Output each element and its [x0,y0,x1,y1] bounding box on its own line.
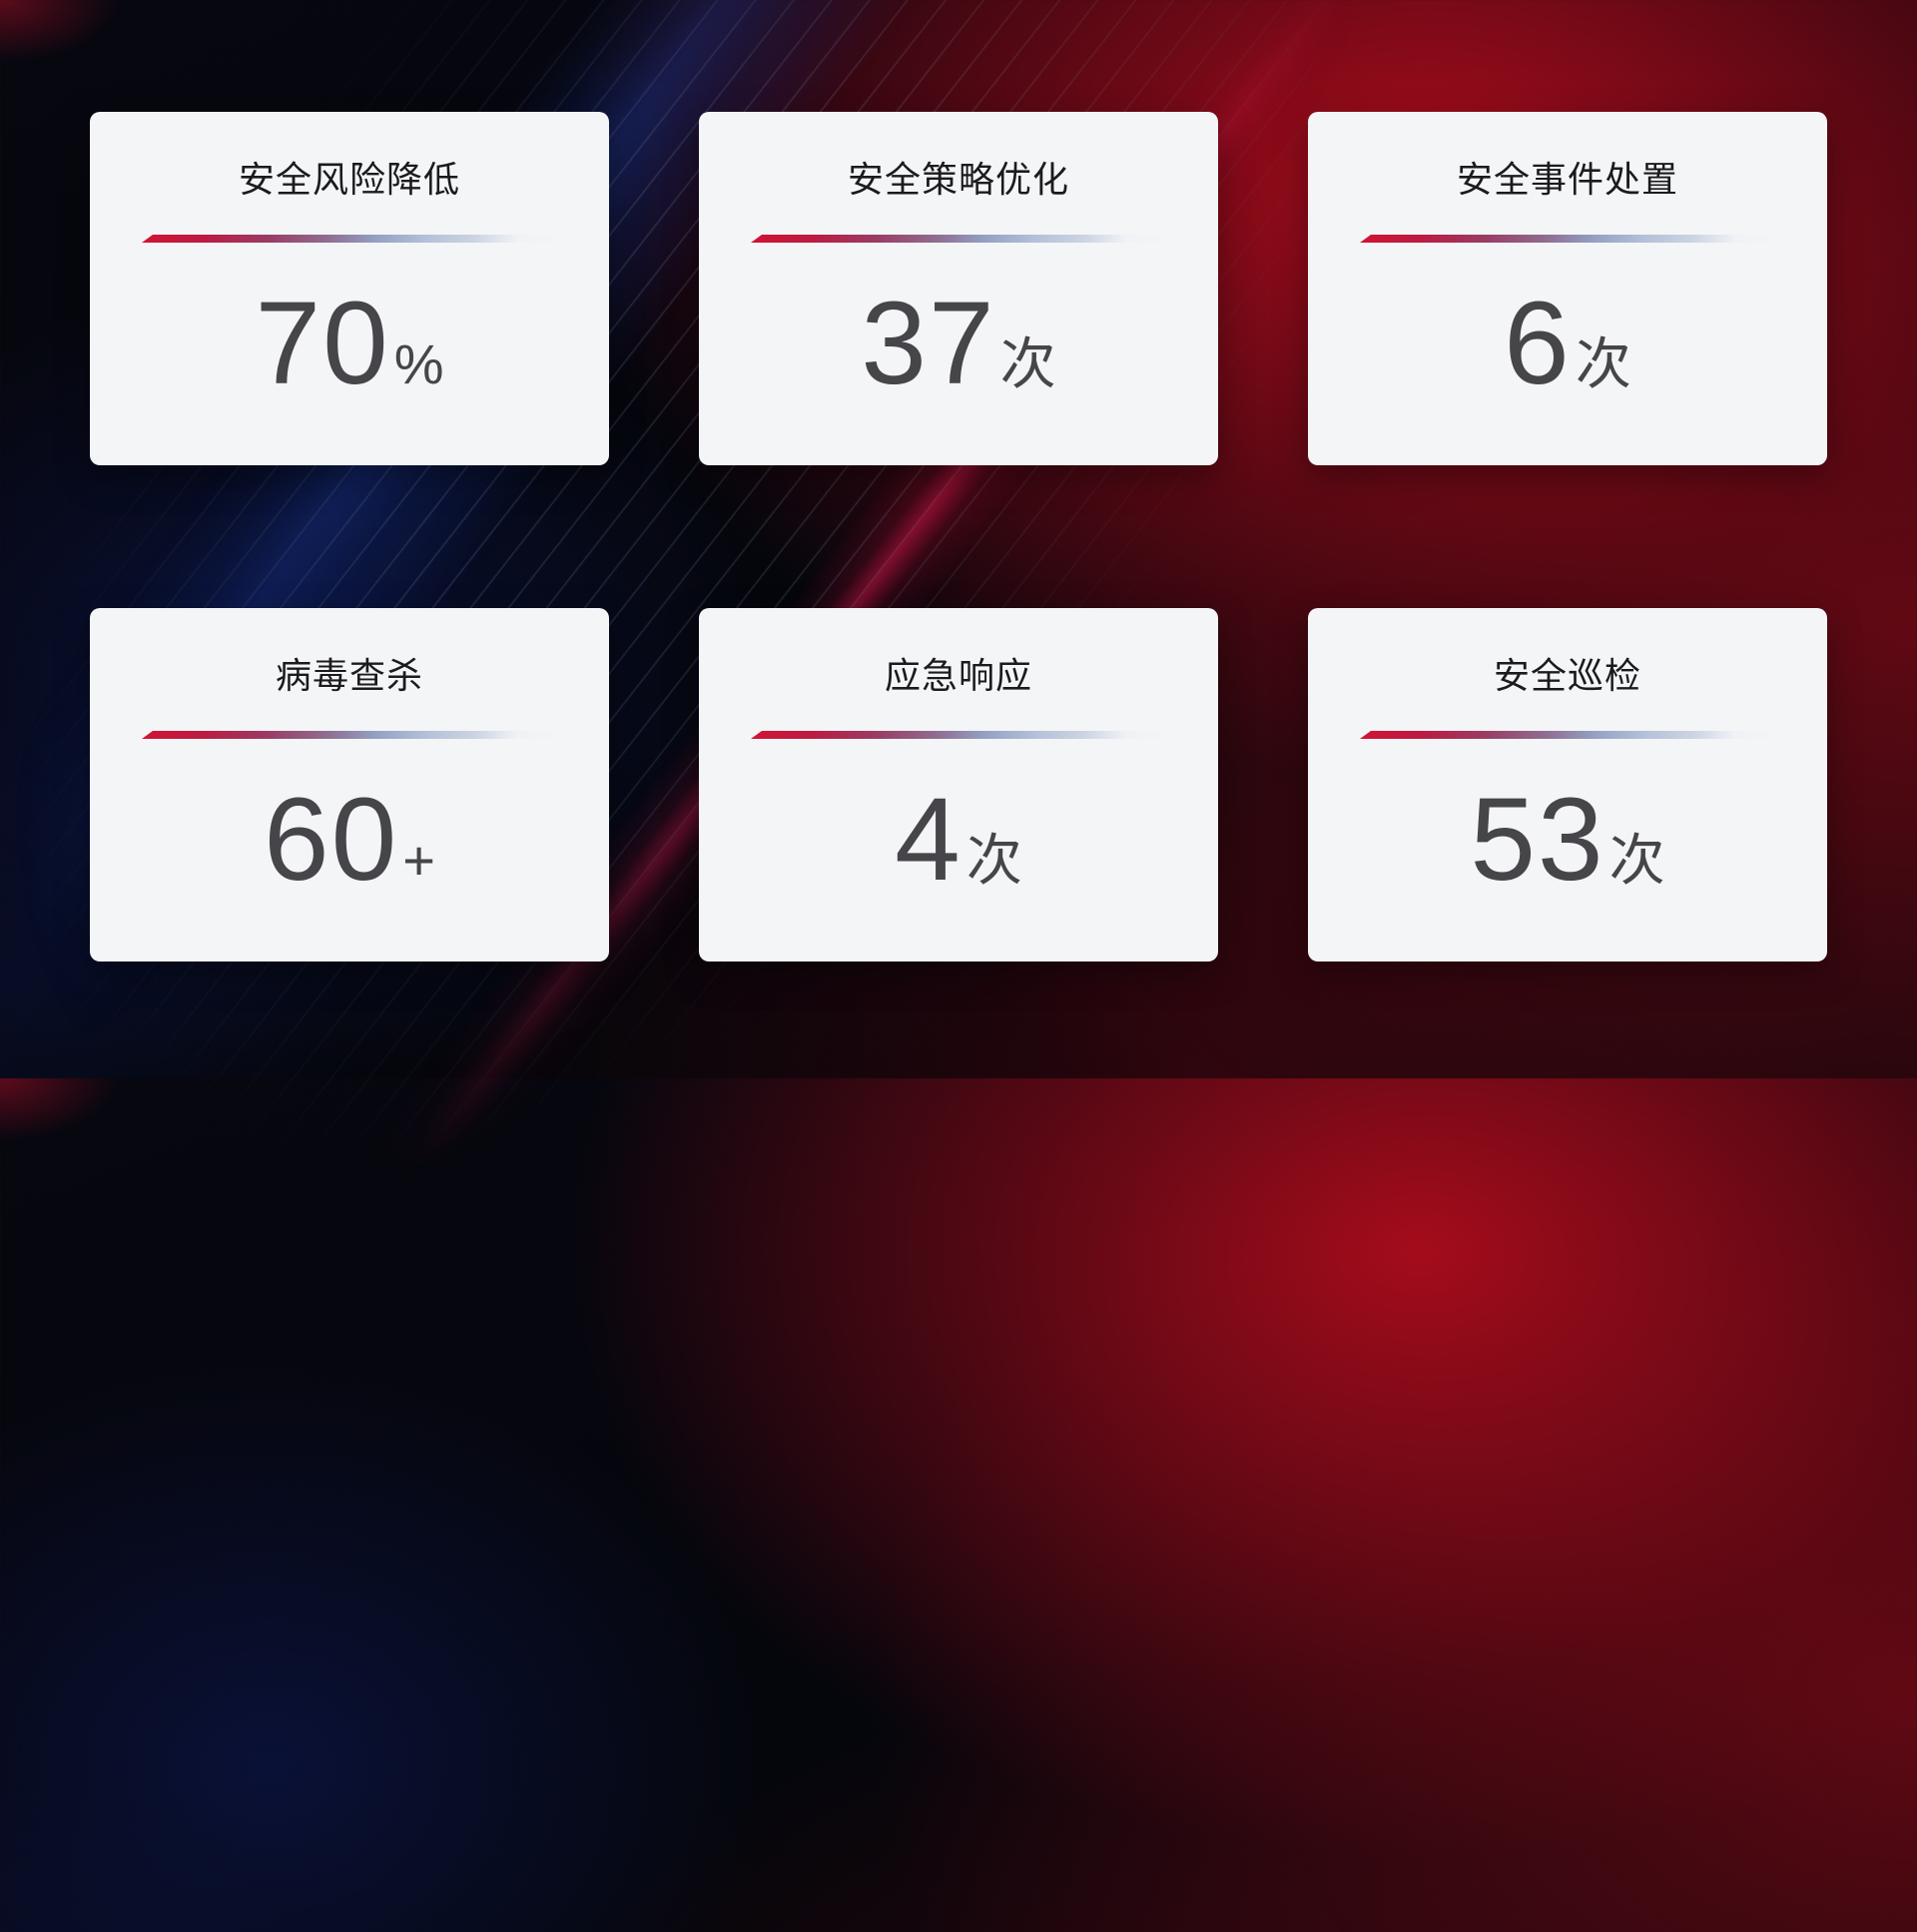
card-value: 4次 [709,773,1208,909]
stat-number: 4 [895,774,962,906]
stat-card: 安全巡检 53次 [1308,608,1827,962]
card-value: 37次 [709,277,1208,412]
stat-number: 37 [861,278,996,409]
card-title: 病毒查杀 [275,655,423,696]
card-title: 安全风险降低 [238,159,460,200]
stat-unit: 次 [1608,829,1665,892]
gradient-divider [142,731,559,739]
stat-number: 60 [264,774,399,906]
stat-unit: 次 [965,829,1022,892]
card-value: 60+ [100,773,599,909]
stat-card: 安全事件处置 6次 [1308,112,1827,465]
gradient-divider [751,731,1168,739]
stat-unit: 次 [999,332,1056,395]
stat-card: 应急响应 4次 [699,608,1218,962]
card-value: 70% [100,277,599,412]
stat-number: 70 [255,278,390,409]
stat-number: 53 [1470,774,1605,906]
stat-unit: % [393,332,444,395]
gradient-divider [1360,731,1777,739]
stat-unit: 次 [1575,332,1631,395]
stat-number: 6 [1504,278,1572,409]
stat-card: 安全风险降低 70% [90,112,609,465]
gradient-divider [751,235,1168,243]
gradient-divider [142,235,559,243]
gradient-divider [1360,235,1777,243]
card-title: 安全事件处置 [1456,159,1678,200]
card-title: 安全策略优化 [847,159,1069,200]
card-title: 安全巡检 [1493,655,1641,696]
stats-grid: 安全风险降低 70% 安全策略优化 37次 安全事件处置 6次 病毒查杀 60+… [90,112,1827,962]
card-title: 应急响应 [884,655,1032,696]
card-value: 53次 [1318,773,1817,909]
stat-unit: + [402,829,435,892]
stat-card: 安全策略优化 37次 [699,112,1218,465]
stat-card: 病毒查杀 60+ [90,608,609,962]
card-value: 6次 [1318,277,1817,412]
